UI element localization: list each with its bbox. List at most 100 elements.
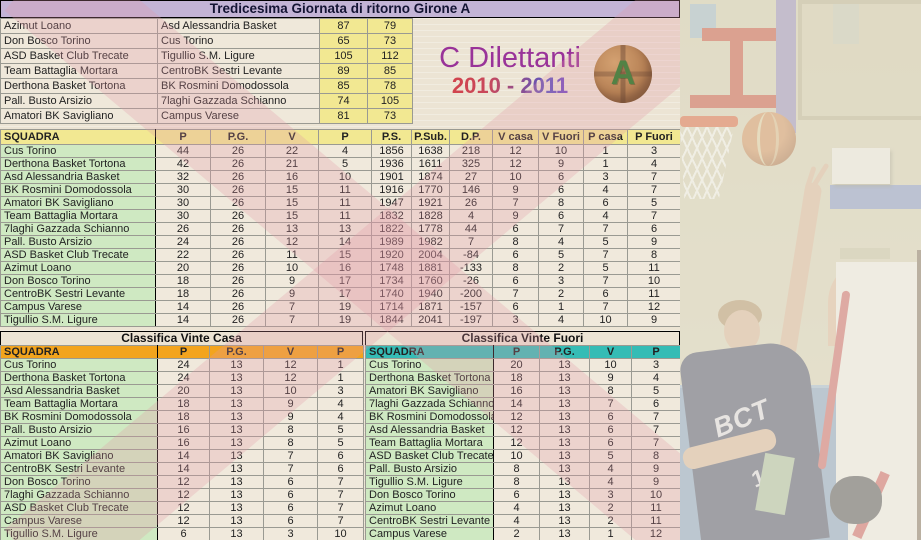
team-name-cell: Cus Torino [0,358,158,372]
stat-cell: 16 [157,436,210,450]
team-name-cell: Pall. Busto Arsizio [0,235,156,249]
stat-cell: 1936 [371,157,412,171]
stat-cell: 4 [583,209,628,223]
column-header: P.G. [209,345,264,359]
stat-cell: 13 [209,358,264,372]
away-header-row: SQUADRA P P.G. V P [365,345,680,359]
stat-cell: 26 [210,274,266,288]
standings-header-row: SQUADRA P P.G. V P P.S. P.Sub. D.P. V casa V Fuor… [0,129,680,145]
stat-cell: 8 [627,248,680,262]
team-name-cell: Pall. Busto Arsizio [0,423,158,437]
stat-cell: 26 [210,157,266,171]
standings-row: Cus Torino 44 26 22 4 1856 1638 218 12 10 1 3 [0,144,680,158]
column-header: P [318,129,372,145]
stat-cell: 1 [589,527,632,540]
stat-cell: 15 [265,196,319,210]
stat-cell: 1940 [411,287,450,301]
team-name-cell: Asd Alessandria Basket [365,423,494,437]
stat-cell: 6 [263,475,318,489]
stat-cell: 9 [265,287,319,301]
stat-cell: 5 [589,449,632,463]
home-standings-row: Pall. Busto Arsizio 16 13 8 5 [0,423,364,437]
away-standings-row: Pall. Busto Arsizio 8 13 4 9 [365,462,680,476]
stat-cell: 30 [155,196,211,210]
stat-cell: 12 [493,423,540,437]
away-team-cell: BK Rosmini Domodossola [157,78,320,94]
result-row: Derthona Basket Tortona BK Rosmini Domodo… [0,78,413,94]
team-name-cell: Tigullio S.M. Ligure [365,475,494,489]
stat-cell: 10 [631,488,680,502]
stat-cell: 1748 [371,261,412,275]
stat-cell: 4 [589,462,632,476]
stat-cell: 10 [263,384,318,398]
photo-scene: BCT 10 [680,0,921,540]
stat-cell: -200 [449,287,493,301]
stat-cell: 6 [631,397,680,411]
stat-cell: 26 [210,196,266,210]
stat-cell: 13 [539,436,590,450]
home-standings-row: 7laghi Gazzada Schianno 12 13 6 7 [0,488,364,502]
team-name-cell: CentroBK Sestri Levante [0,287,156,301]
standings-row: Team Battaglia Mortara 30 26 15 11 1832 1828 4 9… [0,209,680,223]
away-standings-row: Team Battaglia Mortara 12 13 6 7 [365,436,680,450]
column-header: D.P. [449,129,493,145]
stat-cell: 2 [538,261,584,275]
stat-cell: 325 [449,157,493,171]
stat-cell: 8 [493,475,540,489]
gym-wall [680,0,921,385]
stat-cell: 7 [317,488,364,502]
stat-cell: 10 [317,527,364,540]
stat-cell: 14 [493,397,540,411]
stat-cell: 26 [210,313,266,327]
stat-cell: 13 [209,371,264,385]
stat-cell: 1828 [411,209,450,223]
stat-cell: 5 [317,423,364,437]
away-score-cell: 105 [367,93,413,109]
stat-cell: 18 [157,410,210,424]
stat-cell: 26 [210,248,266,262]
stat-cell: 13 [209,436,264,450]
girone-letter: A [610,54,636,92]
basketball [742,112,796,166]
home-header-row: SQUADRA P P.G. V P [0,345,364,359]
player-right-jersey [836,262,921,512]
stat-cell: 7 [631,410,680,424]
home-team-cell: Pall. Busto Arsizio [0,93,158,109]
stat-cell: 16 [493,384,540,398]
away-standings-row: Tigullio S.M. Ligure 8 13 4 9 [365,475,680,489]
stat-cell: 14 [318,235,372,249]
stat-cell: 19 [318,300,372,314]
stat-cell: 1881 [411,261,450,275]
stat-cell: 1 [583,157,628,171]
stat-cell: 1921 [411,196,450,210]
stat-cell: 26 [210,209,266,223]
home-score-cell: 87 [319,18,368,34]
stat-cell: 9 [538,157,584,171]
stat-cell: 5 [583,261,628,275]
stat-cell: 9 [263,397,318,411]
results-table: Azimut Loano Asd Alessandria Basket 87 79 Do… [0,18,413,124]
stat-cell: 8 [631,449,680,463]
stat-cell: 24 [157,358,210,372]
hoop-rim [680,116,738,127]
stat-cell: 18 [155,287,211,301]
stat-cell: 44 [155,144,211,158]
stat-cell: 10 [627,274,680,288]
column-header: P.S. [371,129,412,145]
stat-cell: 13 [539,384,590,398]
stat-cell: 9 [492,209,539,223]
backboard [798,0,921,120]
stat-cell: 12 [265,235,319,249]
stat-cell: 6 [263,488,318,502]
team-name-cell: Amatori BK Savigliano [0,449,158,463]
stat-cell: 7 [265,300,319,314]
home-team-cell: Don Bosco Torino [0,33,158,49]
padded-wall [680,385,921,540]
stat-cell: 9 [265,274,319,288]
team-name-cell: Azimut Loano [0,436,158,450]
column-header: P [493,345,540,359]
stat-cell: 2 [538,287,584,301]
stat-cell: 14 [155,300,211,314]
stat-cell: 4 [583,183,628,197]
player-left-hair [718,300,762,330]
